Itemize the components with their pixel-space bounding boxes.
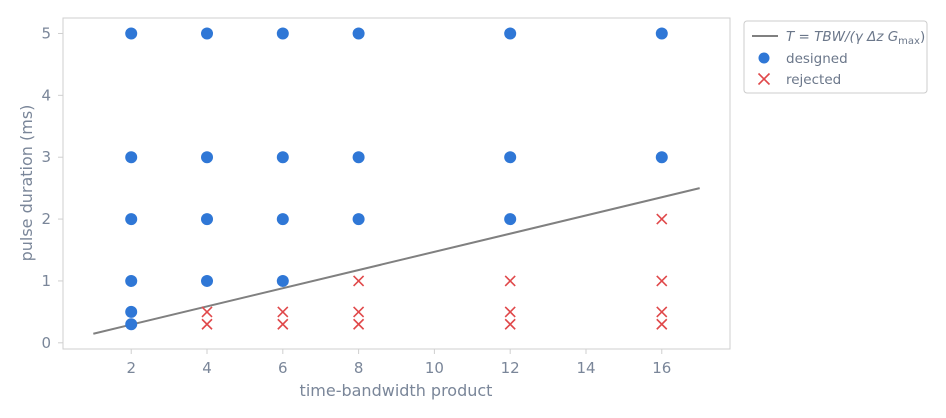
x-tick-label: 10: [425, 359, 444, 377]
y-axis-label: pulse duration (ms): [17, 105, 36, 262]
x-tick-label: 14: [576, 359, 595, 377]
designed-point: [125, 151, 138, 164]
rejected-point: [353, 318, 365, 330]
designed-point: [276, 274, 289, 287]
y-tick-label: 4: [41, 86, 51, 104]
legend-rejected-label: rejected: [786, 72, 841, 88]
designed-point: [655, 27, 668, 40]
designed-point: [504, 213, 517, 226]
designed-point: [655, 151, 668, 164]
fit-line: [93, 187, 700, 335]
designed-point: [352, 151, 365, 164]
rejected-point: [656, 213, 668, 225]
rejected-point: [277, 318, 289, 330]
x-tick-label: 16: [652, 359, 671, 377]
designed-point: [276, 213, 289, 226]
x-axis-label: time-bandwidth product: [300, 381, 493, 400]
rejected-point: [656, 318, 668, 330]
x-tick-label: 2: [126, 359, 136, 377]
x-tick-label: 8: [354, 359, 364, 377]
legend-rejected-marker: [757, 72, 771, 86]
y-tick-label: 3: [41, 148, 51, 166]
plot-frame: [62, 17, 731, 350]
rejected-point: [277, 306, 289, 318]
designed-point: [201, 213, 214, 226]
legend-line-label: T = TBW/(γ Δz Gmax): [786, 29, 925, 47]
plot-series: [93, 27, 700, 335]
rejected-point: [504, 306, 516, 318]
y-axis-ticks: 0 1 2 3 4 5: [41, 24, 63, 352]
designed-point: [201, 274, 214, 287]
designed-point: [276, 151, 289, 164]
legend-line-label-main: T = TBW/(γ Δz G: [786, 29, 898, 45]
rejected-point: [353, 275, 365, 287]
y-tick-label: 1: [41, 272, 51, 290]
designed-point: [504, 151, 517, 164]
rejected-point: [201, 306, 213, 318]
designed-point: [352, 213, 365, 226]
rejected-point: [656, 275, 668, 287]
x-axis-ticks: 2 4 6 8 10 12 14 16: [126, 349, 671, 377]
designed-point: [125, 274, 138, 287]
x-tick-label: 6: [278, 359, 288, 377]
x-tick-label: 12: [501, 359, 520, 377]
legend-designed-marker: [758, 52, 770, 64]
y-tick-label: 0: [41, 334, 51, 352]
designed-point: [125, 318, 138, 331]
rejected-point: [353, 306, 365, 318]
designed-point: [125, 305, 138, 318]
x-tick-label: 4: [202, 359, 212, 377]
rejected-point: [656, 306, 668, 318]
legend-designed-label: designed: [786, 51, 848, 67]
designed-point: [276, 27, 289, 40]
legend-line-label-sub: max: [898, 36, 920, 47]
rejected-point: [201, 318, 213, 330]
designed-point: [352, 27, 365, 40]
designed-point: [125, 213, 138, 226]
legend-line-label-close: ): [920, 29, 925, 45]
rejected-point: [504, 275, 516, 287]
y-tick-label: 2: [41, 210, 51, 228]
y-tick-label: 5: [41, 24, 51, 42]
designed-point: [125, 27, 138, 40]
rejected-point: [504, 318, 516, 330]
designed-point: [201, 27, 214, 40]
designed-point: [504, 27, 517, 40]
plot-area-border: [62, 17, 731, 350]
legend-box: [743, 20, 928, 94]
legend: T = TBW/(γ Δz Gmax) designed rejected: [743, 20, 928, 94]
designed-point: [201, 151, 214, 164]
